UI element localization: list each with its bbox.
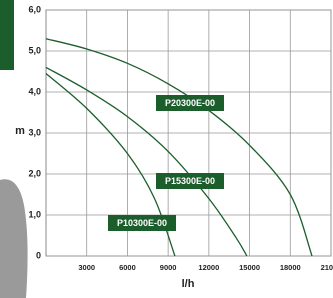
x-tick-label: 6000 xyxy=(119,263,136,272)
x-tick-label: 9000 xyxy=(160,263,177,272)
y-axis-label: m xyxy=(15,125,25,137)
x-tick-label: 15000 xyxy=(239,263,260,272)
decor-photo xyxy=(0,179,28,298)
y-tick-label: 4,0 xyxy=(28,86,41,96)
x-axis-label: l/h xyxy=(182,278,195,290)
curve-label: P15300E-00 xyxy=(165,176,215,186)
curve-label: P10300E-00 xyxy=(117,218,167,228)
y-tick-label: 3,0 xyxy=(28,127,41,137)
decor-block xyxy=(0,0,14,70)
y-tick-label: 5,0 xyxy=(28,45,41,55)
y-tick-label: 0 xyxy=(36,250,41,260)
y-tick-label: 1,0 xyxy=(28,209,41,219)
y-tick-label: 6,0 xyxy=(28,4,41,14)
y-tick-label: 2,0 xyxy=(28,168,41,178)
x-tick-label: 21000 xyxy=(321,263,333,272)
x-tick-label: 18000 xyxy=(280,263,301,272)
x-tick-label: 3000 xyxy=(78,263,95,272)
curve-label: P20300E-00 xyxy=(165,98,215,108)
x-tick-label: 12000 xyxy=(198,263,219,272)
chart: m l/h 0 1,0 2,0 3,0 4,0 5,0 6,0 3000 6000 9000 120… xyxy=(0,0,333,298)
